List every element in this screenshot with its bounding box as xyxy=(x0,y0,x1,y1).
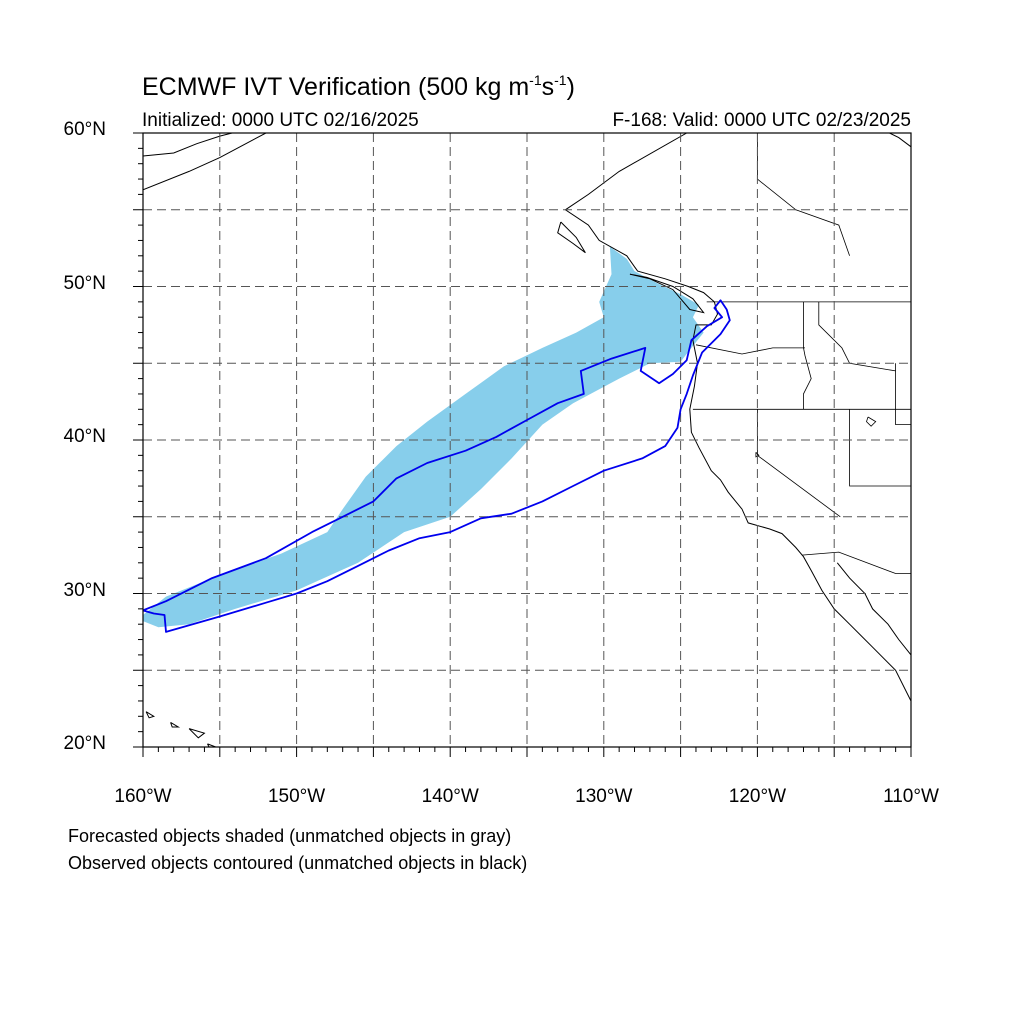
coastline xyxy=(143,133,233,157)
state-border xyxy=(803,301,812,410)
coastline xyxy=(564,133,911,702)
coastline xyxy=(889,133,911,148)
state-border xyxy=(818,301,896,372)
lon-tick-label: 130°W xyxy=(575,786,633,807)
coastline xyxy=(170,721,181,728)
chart-title: ECMWF IVT Verification (500 kg m-1s-1) xyxy=(142,72,575,101)
coastline xyxy=(207,743,218,747)
lon-tick-label: 140°W xyxy=(421,786,479,807)
lon-tick-label: 160°W xyxy=(114,786,172,807)
state-border xyxy=(695,344,805,355)
state-border xyxy=(801,551,911,574)
coastline xyxy=(629,273,705,314)
observed-ivt-contour xyxy=(143,299,731,633)
lon-tick-label: 150°W xyxy=(267,786,326,807)
lat-tick-label: 40°N xyxy=(63,426,106,447)
state-border xyxy=(895,363,911,426)
lat-tick-label: 50°N xyxy=(63,272,106,294)
lat-tick-label: 20°N xyxy=(63,733,106,754)
forecast-ivt-object xyxy=(143,246,704,628)
valid-time-label: F-168: Valid: 0000 UTC 02/23/2025 xyxy=(612,110,911,131)
coastline xyxy=(143,133,267,191)
lat-tick-label: 60°N xyxy=(63,119,106,140)
state-border xyxy=(849,409,911,487)
lake-outline xyxy=(866,416,877,427)
init-time-label: Initialized: 0000 UTC 02/16/2025 xyxy=(142,110,419,131)
state-border xyxy=(757,409,841,518)
lat-tick-label: 30°N xyxy=(63,579,106,601)
state-border xyxy=(757,133,850,256)
lon-tick-label: 110°W xyxy=(883,786,939,807)
coastline xyxy=(836,562,911,656)
coastline xyxy=(188,728,206,739)
legend-observed-note: Observed objects contoured (unmatched ob… xyxy=(68,853,528,873)
lon-tick-label: 120°W xyxy=(728,786,786,807)
coastline xyxy=(557,221,586,254)
legend-forecast-note: Forecasted objects shaded (unmatched obj… xyxy=(68,826,512,846)
coastline xyxy=(145,711,156,719)
map-frame xyxy=(142,132,912,748)
